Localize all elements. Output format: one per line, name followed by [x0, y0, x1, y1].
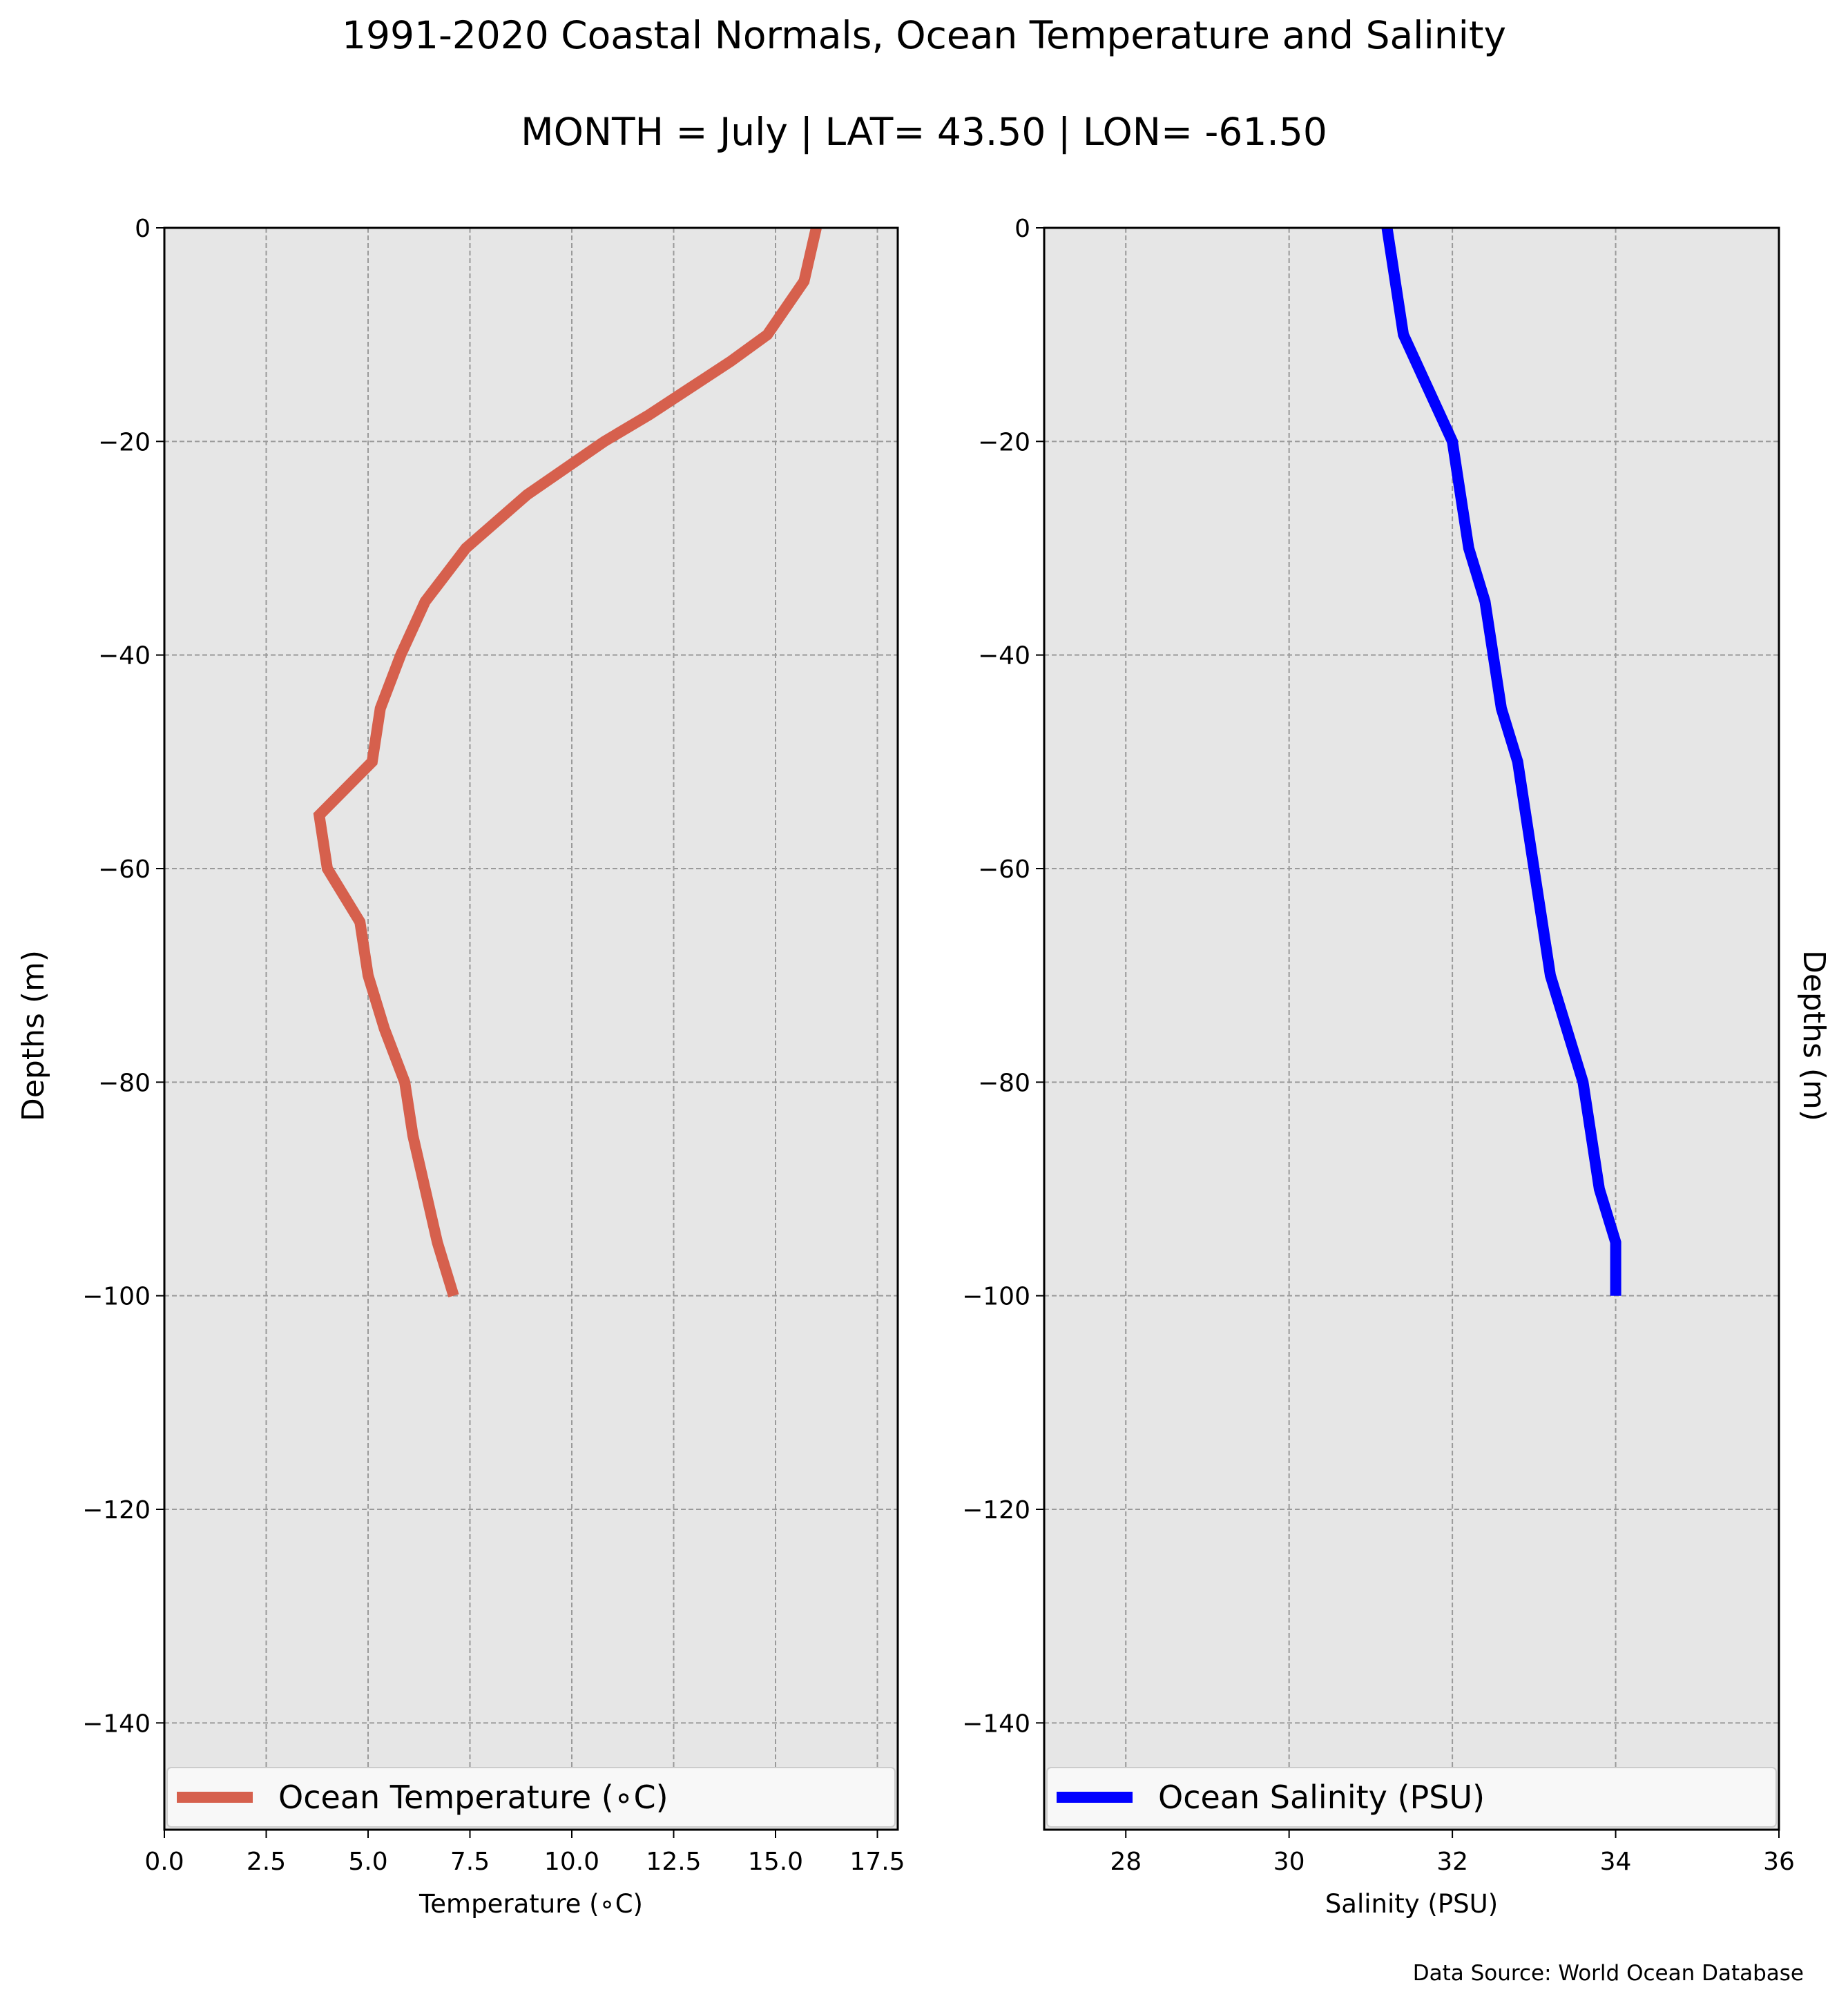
legend-box — [1046, 1767, 1777, 1828]
right-y-axis-label: Depths (m) — [1796, 950, 1831, 1121]
y-tick-label: −60 — [978, 855, 1030, 884]
legend-label: Ocean Salinity (PSU) — [1158, 1779, 1485, 1816]
x-tick-label: 0.0 — [144, 1848, 184, 1876]
x-tick-label: 12.5 — [646, 1848, 701, 1876]
y-tick-label: 0 — [135, 215, 151, 243]
x-tick-label: 36 — [1763, 1848, 1795, 1876]
x-tick-label: 2.5 — [247, 1848, 286, 1876]
y-tick-label: −80 — [98, 1069, 151, 1097]
temperature-panel: 0.0 2.5 5.0 7.5 10.0 12.5 15.0 17.5 0 −20 −40 −60 −8… — [82, 215, 905, 1919]
y-tick-label: −120 — [82, 1496, 151, 1525]
temperature-series-line — [313, 226, 822, 1298]
source-note: Data Source: World Ocean Database — [1413, 1961, 1804, 1986]
y-tick-label: −140 — [82, 1710, 151, 1738]
x-tick-label: 5.0 — [348, 1848, 387, 1876]
y-tick-label: −60 — [98, 855, 151, 884]
y-tick-label: −20 — [978, 428, 1030, 456]
y-tick-label: −40 — [98, 642, 151, 670]
salinity-panel: 28 30 32 34 36 0 −20 −40 −60 −80 −100 −120 −140 Ocean… — [962, 215, 1795, 1919]
y-tick-label: −100 — [962, 1283, 1030, 1311]
x-tick-label: 32 — [1436, 1848, 1468, 1876]
figure-title: 1991-2020 Coastal Normals, Ocean Tempera… — [342, 13, 1506, 57]
y-tick-label: −100 — [82, 1283, 151, 1311]
salinity-legend: Ocean Salinity (PSU) — [1046, 1767, 1777, 1828]
x-tick-label: 10.0 — [544, 1848, 599, 1876]
x-tick-label: 28 — [1110, 1848, 1142, 1876]
y-tick-label: −20 — [98, 428, 151, 456]
left-y-axis-label: Depths (m) — [16, 950, 51, 1121]
x-tick-label: 30 — [1273, 1848, 1305, 1876]
salinity-series-line — [1381, 226, 1621, 1296]
legend-box — [166, 1767, 896, 1828]
y-tick-label: −80 — [978, 1069, 1030, 1097]
temperature-x-axis-label: Temperature (∘C) — [418, 1889, 643, 1919]
y-tick-label: −140 — [962, 1710, 1030, 1738]
y-tick-label: −120 — [962, 1496, 1030, 1525]
y-tick-label: −40 — [978, 642, 1030, 670]
salinity-plot-area — [1044, 228, 1779, 1830]
x-tick-label: 15.0 — [748, 1848, 803, 1876]
y-tick-label: 0 — [1014, 215, 1030, 243]
salinity-x-axis-label: Salinity (PSU) — [1325, 1889, 1498, 1919]
x-tick-label: 17.5 — [849, 1848, 905, 1876]
salinity-axes-frame — [1043, 226, 1780, 1831]
figure-subtitle: MONTH = July | LAT= 43.50 | LON= -61.50 — [521, 110, 1327, 155]
legend-label: Ocean Temperature (∘C) — [278, 1779, 668, 1816]
temperature-legend: Ocean Temperature (∘C) — [166, 1767, 896, 1828]
x-tick-label: 34 — [1600, 1848, 1632, 1876]
temperature-axes-frame — [163, 226, 899, 1831]
temperature-plot-area — [164, 228, 898, 1830]
x-tick-label: 7.5 — [450, 1848, 490, 1876]
